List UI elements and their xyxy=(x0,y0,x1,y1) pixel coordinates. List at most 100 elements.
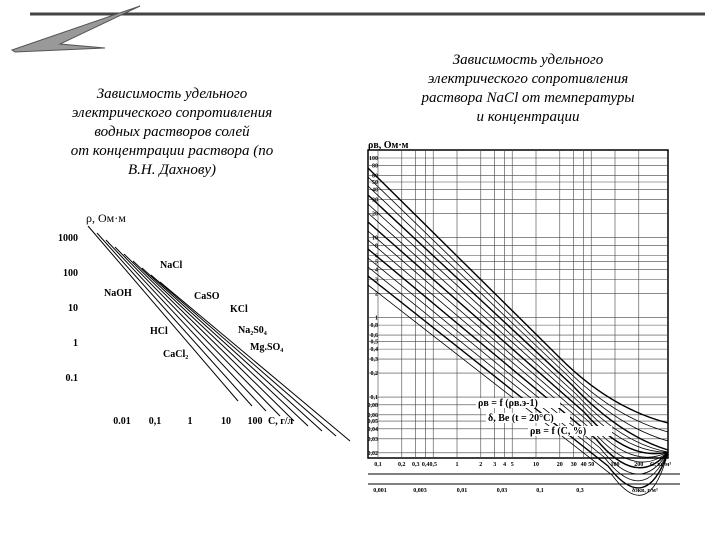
curve xyxy=(132,260,309,427)
right-figure: ρв, Ом·м1008060504030201086543210,80,60,… xyxy=(367,140,680,496)
y-tick-label: 100 xyxy=(369,156,378,162)
y-tick-label: 4 xyxy=(375,267,378,273)
x-tick-label: 10 xyxy=(533,462,539,468)
curve-label: Na₂S0₄ xyxy=(238,325,267,336)
y-tick-label: 20 xyxy=(372,212,378,218)
y-tick-label: 8 xyxy=(375,243,378,249)
x-tick-label: 0,003 xyxy=(413,488,427,494)
x-tick-label: 20 xyxy=(557,462,563,468)
title-line: от концентрации раствора (по xyxy=(71,143,274,159)
curve xyxy=(96,232,253,407)
y-tick-label: 1 xyxy=(375,315,378,321)
label-bg xyxy=(486,413,570,423)
x-tick-label: 0,1 xyxy=(536,488,544,494)
curve xyxy=(367,248,669,469)
y-tick-label: 1000 xyxy=(58,233,78,244)
axis-label: ρ, Ом·м xyxy=(86,211,126,225)
y-tick-label: 10 xyxy=(68,303,78,314)
y-tick-label: 60 xyxy=(372,174,378,180)
curve-label: CaSO xyxy=(194,291,220,302)
curve xyxy=(367,203,669,453)
curve xyxy=(367,275,669,489)
curve xyxy=(367,194,669,451)
curve-label: NaOH xyxy=(104,288,132,299)
y-tick-label: 100 xyxy=(63,268,78,279)
x-tick-label: 30 xyxy=(571,462,577,468)
x-tick-label: 0,03 xyxy=(497,488,508,494)
curve xyxy=(114,246,281,417)
left-figure: ρ, Ом·м 1000 100 10 1 0.1 0.01 0,1 1 10 100 С, г/л N… xyxy=(58,211,351,442)
curve xyxy=(367,176,669,433)
curve-label: KCl xyxy=(230,304,248,315)
y-tick-label: 0,6 xyxy=(371,333,379,339)
x-tick-label: 0,3 xyxy=(412,462,420,468)
curve xyxy=(367,221,669,455)
y-tick-label: 5 xyxy=(375,260,378,266)
curve xyxy=(367,212,669,453)
x-tick-label: 0,1 xyxy=(374,462,382,468)
left-plot xyxy=(90,228,270,418)
curve-label: NaCl xyxy=(160,260,182,271)
curve xyxy=(367,230,669,458)
curve xyxy=(123,253,295,422)
curve xyxy=(159,281,351,442)
formula: δ, Вe (t = 20°C) xyxy=(488,413,554,424)
decoration xyxy=(10,5,141,53)
curve xyxy=(367,284,669,496)
title-line: и концентрации xyxy=(477,109,580,125)
axis-label: С, г/л xyxy=(268,416,294,427)
x-tick-label: 5 xyxy=(511,462,514,468)
y-tick-label: 2 xyxy=(375,291,378,297)
title-line: электрического сопротивления xyxy=(72,105,272,121)
curve xyxy=(367,266,669,482)
x-tick-label: 0,01 xyxy=(457,488,468,494)
right-plot xyxy=(367,149,669,459)
y-tick-label: 1 xyxy=(73,338,78,349)
curve-label: Mg.SO₄ xyxy=(250,342,283,353)
y-tick-label: 50 xyxy=(372,180,378,186)
x-tick-label: 0,1 xyxy=(149,416,162,427)
y-tick-label: 0,8 xyxy=(371,323,379,329)
y-tick-label: 0,3 xyxy=(371,357,379,363)
x-tick-label: 200 xyxy=(634,462,643,468)
x-tick-label: 50 xyxy=(588,462,594,468)
y-tick-label: 0,04 xyxy=(368,427,379,433)
y-tick-label: 40 xyxy=(372,188,378,194)
title-line: Зависимость удельного xyxy=(453,52,604,68)
label-bg xyxy=(476,398,560,408)
formula: ρв = f (C, %) xyxy=(530,426,586,437)
x-tick-label: 3 xyxy=(493,462,496,468)
y-tick-label: 0,08 xyxy=(368,403,379,409)
y-tick-label: 3 xyxy=(375,277,378,283)
curve xyxy=(105,239,267,412)
x-tick-label: 0,5 xyxy=(429,462,437,468)
y-tick-label: 80 xyxy=(372,164,378,170)
title-line: В.Н. Дахнову) xyxy=(128,162,216,178)
x-tick-label: 2 xyxy=(479,462,482,468)
x-tick-label: 1 xyxy=(456,462,459,468)
curve xyxy=(367,257,669,475)
title-line: раствора NaCl от температуры xyxy=(421,90,635,106)
formula: ρв = f (ρв.э-1) xyxy=(478,398,538,409)
x-tick-label: 0,4 xyxy=(422,462,430,468)
curve-label: HCl xyxy=(150,326,168,337)
axis-label: δэкв, г/м³ xyxy=(632,488,658,494)
y-tick-label: 0,05 xyxy=(368,419,379,425)
y-tick-label: 0,4 xyxy=(371,347,379,353)
y-tick-label: 0,02 xyxy=(368,451,379,457)
y-tick-label: 0,2 xyxy=(371,371,379,377)
y-tick-label: 0.1 xyxy=(66,373,79,384)
title-line: водных растворов солей xyxy=(94,124,250,140)
x-tick-label: 0,3 xyxy=(576,488,584,494)
label-bg xyxy=(528,426,612,436)
curve xyxy=(150,274,337,437)
curve xyxy=(367,185,669,442)
x-tick-label: 100 xyxy=(611,462,620,468)
x-tick-label: 0,2 xyxy=(398,462,406,468)
y-tick-label: 0,03 xyxy=(368,437,379,443)
title-line: электрического сопротивления xyxy=(428,71,628,87)
curve xyxy=(87,225,239,402)
curve xyxy=(367,167,669,424)
x-tick-label: 40 xyxy=(581,462,587,468)
